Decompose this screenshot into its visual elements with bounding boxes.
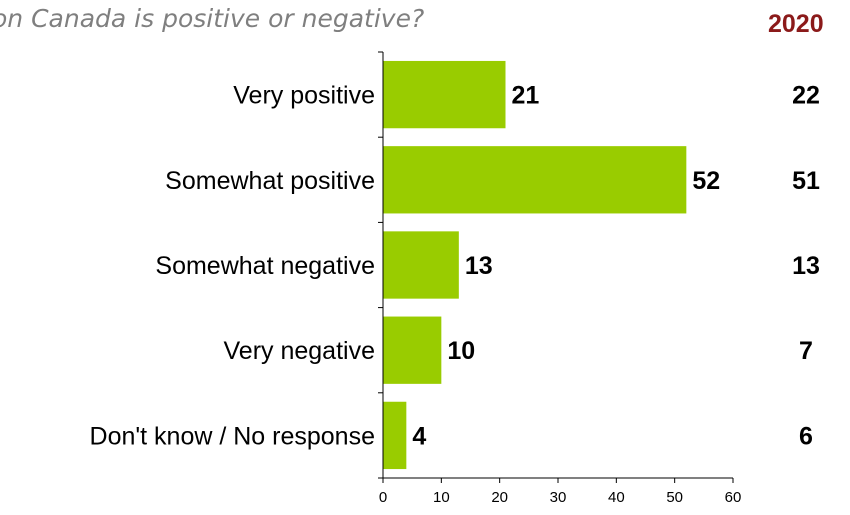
bar-4 [383,401,407,470]
x-tick-label: 20 [491,489,508,506]
category-label-2: Somewhat negative [155,252,375,280]
question-text: on Canada is positive or negative? [0,4,425,33]
x-tick-label: 0 [379,489,387,506]
comparison-value-2: 13 [792,252,820,280]
value-label-1: 52 [692,167,720,195]
x-tick-label: 60 [725,489,742,506]
x-tick-label: 40 [608,489,625,506]
bar-1 [383,146,687,214]
value-label-3: 10 [447,337,475,365]
comparison-value-0: 22 [792,82,820,110]
bar-3 [383,316,442,384]
bar-2 [383,231,459,299]
category-label-3: Very negative [224,337,376,365]
value-label-2: 13 [465,252,493,280]
bar-0 [383,60,506,129]
x-tick-label: 10 [433,489,450,506]
value-label-4: 4 [412,422,426,450]
category-label-1: Somewhat positive [165,167,375,195]
category-label-4: Don't know / No response [90,422,375,450]
comparison-year-header: 2020 [768,10,824,38]
category-label-0: Very positive [233,82,375,110]
x-tick-label: 50 [666,489,683,506]
x-tick-label: 30 [550,489,567,506]
comparison-value-4: 6 [799,422,813,450]
value-label-0: 21 [512,82,540,110]
comparison-value-1: 51 [792,167,820,195]
comparison-value-3: 7 [799,337,813,365]
